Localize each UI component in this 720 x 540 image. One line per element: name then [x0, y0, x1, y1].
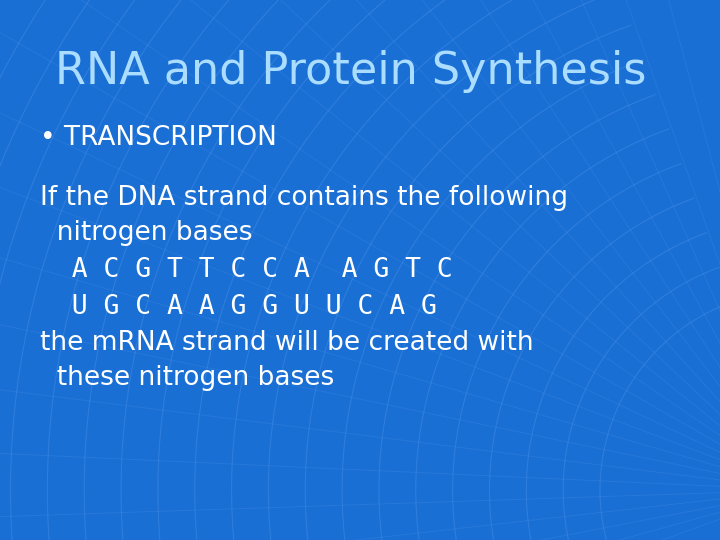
Text: these nitrogen bases: these nitrogen bases [40, 365, 334, 391]
Text: • TRANSCRIPTION: • TRANSCRIPTION [40, 125, 277, 151]
Text: RNA and Protein Synthesis: RNA and Protein Synthesis [55, 50, 647, 93]
Text: nitrogen bases: nitrogen bases [40, 220, 253, 246]
Text: A C G T T C C A  A G T C: A C G T T C C A A G T C [40, 257, 453, 283]
Text: U G C A A G G U U C A G: U G C A A G G U U C A G [40, 294, 437, 320]
Text: the mRNA strand will be created with: the mRNA strand will be created with [40, 330, 534, 356]
Text: If the DNA strand contains the following: If the DNA strand contains the following [40, 185, 568, 211]
